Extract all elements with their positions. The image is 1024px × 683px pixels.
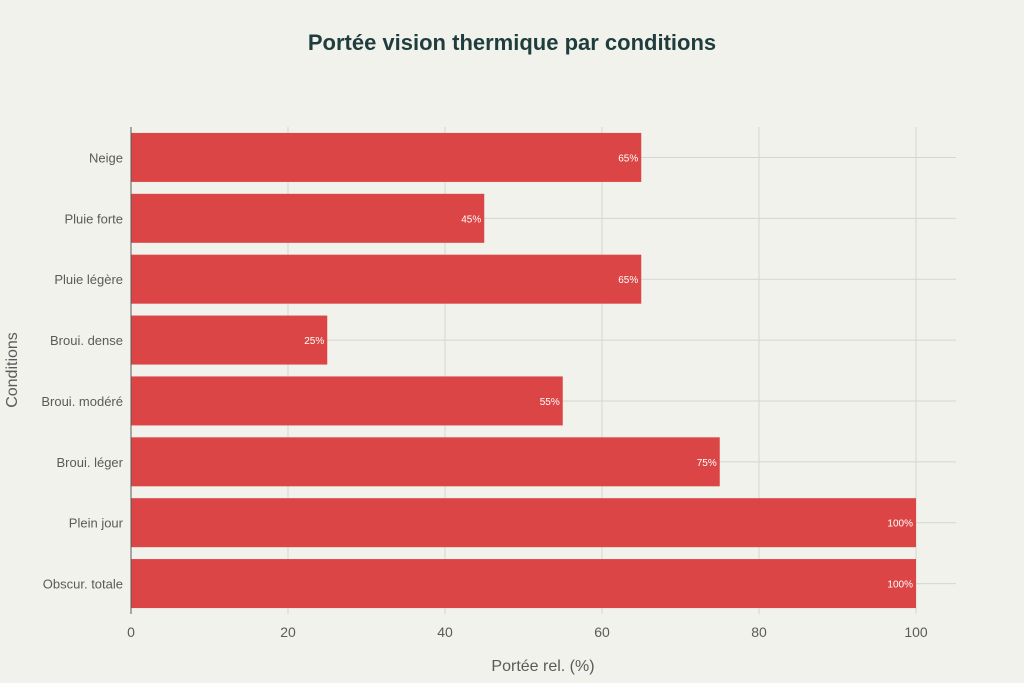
bars	[131, 132, 916, 609]
x-tick-label: 100	[904, 624, 928, 640]
bar	[131, 193, 485, 243]
bar	[131, 254, 642, 304]
x-tick-label: 0	[127, 624, 135, 640]
y-axis-title: Conditions	[4, 332, 21, 408]
bar-value-label: 25%	[304, 336, 324, 347]
bar	[131, 559, 916, 609]
chart-title: Portée vision thermique par conditions	[308, 30, 716, 55]
y-tick-label: Broui. dense	[50, 333, 123, 348]
bar	[131, 437, 720, 487]
x-tick-label: 20	[280, 624, 296, 640]
y-tick-label: Plein jour	[69, 516, 124, 531]
bar-value-label: 100%	[887, 580, 913, 591]
bar-value-label: 65%	[618, 275, 638, 286]
bar-value-label: 75%	[697, 458, 717, 469]
y-tick-label: Obscur. totale	[43, 577, 123, 592]
y-tick-label: Broui. modéré	[41, 394, 123, 409]
y-tick-label: Pluie forte	[64, 211, 123, 226]
data-labels: 65% 45% 65% 25% 55% 75% 100% 100%	[304, 153, 913, 590]
x-tick-labels: 0 20 40 60 80 100	[127, 624, 928, 640]
y-tick-label: Pluie légère	[54, 272, 123, 287]
bar-value-label: 100%	[887, 519, 913, 530]
bar-value-label: 55%	[540, 397, 560, 408]
x-tick-label: 80	[751, 624, 767, 640]
bar	[131, 132, 642, 182]
y-tick-label: Neige	[89, 150, 123, 165]
x-axis-title: Portée rel. (%)	[491, 658, 594, 675]
x-tick-label: 60	[594, 624, 610, 640]
x-tick-label: 40	[437, 624, 453, 640]
bar	[131, 315, 328, 365]
bar	[131, 376, 563, 426]
y-tick-labels: Neige Pluie forte Pluie légère Broui. dense…	[41, 150, 123, 591]
bar-value-label: 45%	[461, 214, 481, 225]
y-tick-label: Broui. léger	[57, 455, 124, 470]
bar	[131, 498, 916, 548]
bar-value-label: 65%	[618, 153, 638, 164]
